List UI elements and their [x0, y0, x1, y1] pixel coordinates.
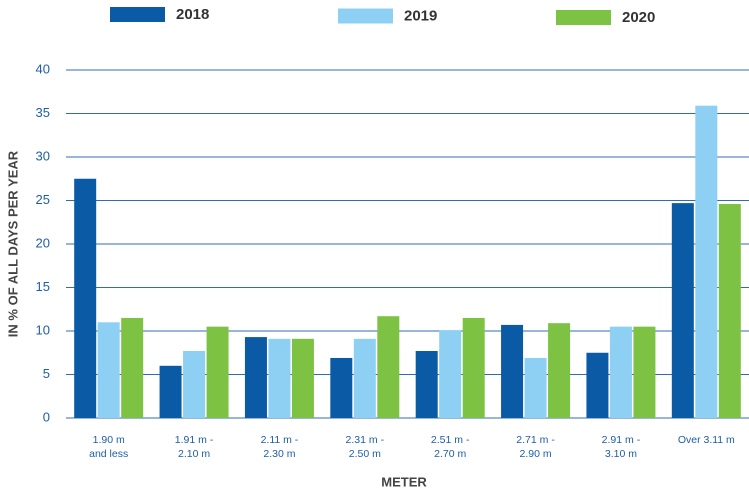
legend-swatch: [556, 10, 611, 25]
bar: [206, 326, 229, 418]
bar: [671, 203, 694, 418]
y-tick-label: 35: [36, 105, 50, 120]
y-tick-label: 25: [36, 192, 50, 207]
y-axis-label: IN % OF ALL DAYS PER YEAR: [5, 150, 20, 337]
bar: [121, 317, 144, 418]
y-tick-label: 30: [36, 148, 50, 163]
bar: [609, 326, 632, 418]
bar: [415, 351, 438, 418]
y-tick-label: 20: [36, 235, 50, 250]
x-tick-label: 1.91 m -2.10 m: [175, 434, 214, 460]
bar: [330, 357, 353, 418]
bar: [353, 338, 376, 418]
legend-label: 2020: [622, 9, 655, 26]
x-tick-label: 2.31 m -2.50 m: [346, 434, 385, 460]
bar: [718, 203, 741, 418]
bar: [524, 357, 547, 418]
x-tick-label: 2.11 m -2.30 m: [261, 434, 299, 460]
legend-label: 2019: [404, 7, 437, 24]
y-tick-label: 15: [36, 279, 50, 294]
y-tick-label: 0: [43, 409, 50, 424]
bar: [439, 330, 462, 418]
bar: [291, 338, 314, 418]
bar: [268, 338, 291, 418]
x-tick-label: 2.91 m -3.10 m: [602, 434, 641, 460]
y-tick-label: 5: [43, 366, 50, 381]
y-tick-label: 10: [36, 322, 50, 337]
legend-swatch: [338, 8, 393, 24]
y-tick-label: 40: [36, 61, 50, 76]
x-tick-label: Over 3.11 m: [678, 434, 735, 446]
x-tick-label: 1.90 m and less: [89, 434, 128, 460]
bar: [74, 178, 97, 418]
bar: [501, 324, 524, 418]
bar: [695, 105, 718, 419]
bar: [183, 351, 206, 418]
bar: [586, 352, 609, 418]
bar: [633, 326, 656, 418]
legend-label: 2018: [176, 6, 209, 23]
bar: [548, 323, 571, 418]
x-tick-label: 2.71 m -2.90 m: [516, 434, 555, 460]
bar: [377, 316, 400, 418]
x-tick-label: 2.51 m -2.70 m: [431, 434, 470, 460]
legend-swatch: [110, 7, 165, 22]
bar: [462, 317, 485, 418]
bar: [97, 322, 120, 418]
bar: [244, 337, 267, 418]
x-axis-label: METER: [381, 474, 427, 489]
bar: [159, 365, 182, 418]
